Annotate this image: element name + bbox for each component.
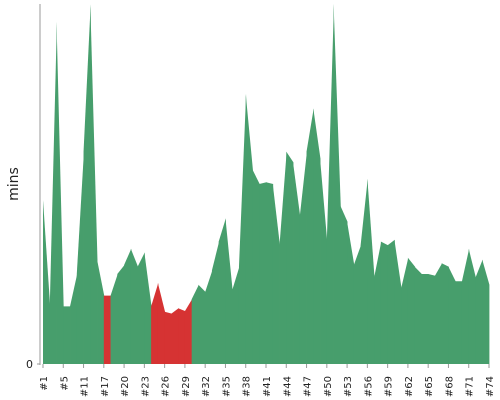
area-segment: [272, 184, 280, 364]
area-segment: [97, 259, 105, 364]
x-tick-label: #11: [80, 376, 91, 397]
area-segment: [394, 239, 402, 364]
area-segment: [151, 283, 159, 364]
x-tick-label: #20: [120, 376, 131, 397]
area-segment: [205, 270, 213, 364]
area-segment: [266, 182, 274, 364]
area-segment: [455, 281, 463, 364]
area-segment: [225, 218, 233, 364]
area-segment: [245, 94, 253, 364]
area-segment: [184, 299, 193, 364]
x-tick-label: #56: [363, 376, 374, 397]
x-tick-label: #5: [59, 376, 70, 391]
area-segment: [374, 241, 382, 364]
area-segment: [191, 284, 199, 364]
x-tick-label: #26: [161, 376, 172, 397]
area-segment: [313, 108, 321, 365]
area-segment: [56, 22, 64, 364]
x-tick-label: #44: [282, 376, 293, 397]
area-segment: [441, 263, 449, 364]
x-tick-label: #74: [485, 376, 496, 397]
area-segment: [164, 311, 172, 364]
area-segment: [279, 151, 287, 364]
area-segment: [259, 182, 267, 364]
x-tick-label: #71: [465, 376, 476, 397]
x-tick-label: #41: [262, 376, 273, 397]
area-segment: [421, 274, 429, 364]
area-segment: [475, 259, 483, 364]
area-segment: [83, 4, 91, 364]
area-segment: [178, 308, 186, 364]
area-segment: [218, 218, 226, 364]
area-segment: [157, 283, 166, 364]
area-segment: [171, 308, 179, 364]
x-tick-label: #65: [424, 376, 435, 397]
area-segment: [360, 178, 368, 364]
area-segment: [353, 245, 362, 364]
area-segment: [347, 221, 355, 364]
area-segment: [63, 306, 71, 364]
area-segment: [144, 252, 152, 364]
area-segment: [238, 94, 247, 364]
x-tick-label: #47: [303, 376, 314, 397]
area-segment: [326, 4, 334, 364]
area-segment: [49, 22, 57, 364]
area-segment: [320, 158, 328, 364]
x-tick-label: #23: [140, 376, 151, 397]
area-segment: [414, 266, 422, 364]
area-segment: [198, 284, 206, 364]
y-axis-label: mins: [6, 167, 22, 201]
area-segment: [380, 241, 389, 364]
area-segment: [340, 205, 348, 364]
x-tick-label: #29: [181, 376, 192, 397]
area-segment: [70, 274, 78, 364]
area-segment: [299, 151, 307, 364]
area-segment: [428, 274, 436, 364]
x-tick-label: #17: [100, 376, 111, 397]
area-segment: [117, 265, 125, 364]
x-tick-label: #38: [242, 376, 253, 397]
area-segment: [137, 252, 145, 364]
area-segment: [211, 241, 220, 364]
y-tick-label: 0: [26, 358, 33, 371]
area-segment: [468, 248, 476, 364]
area-segment: [130, 248, 139, 364]
area-segment: [482, 259, 490, 364]
area-segment: [252, 169, 260, 364]
x-tick-label: #35: [221, 376, 232, 397]
area-segment: [387, 239, 395, 364]
area-segment: [43, 199, 51, 364]
area-segment: [124, 248, 132, 364]
x-tick-label: #32: [201, 376, 212, 397]
x-tick-label: #50: [323, 376, 334, 397]
area-segment: [110, 274, 118, 364]
area-segment: [367, 178, 375, 364]
area-segment: [76, 151, 84, 364]
area-segment: [401, 257, 409, 364]
area-segment: [434, 263, 443, 364]
x-tick-label: #68: [444, 376, 455, 397]
x-tick-label: #62: [404, 376, 415, 397]
x-tick-label: #1: [39, 376, 50, 391]
area-segment: [293, 162, 301, 364]
area-segment: [306, 108, 314, 365]
area-segment: [333, 4, 341, 364]
area-segment: [407, 257, 416, 364]
area-segment: [448, 266, 456, 364]
x-tick-label: #59: [384, 376, 395, 397]
x-tick-label: #53: [343, 376, 354, 397]
area-segment: [286, 151, 294, 364]
area-segment: [232, 266, 240, 364]
area-segment: [103, 295, 111, 364]
area-segment: [461, 248, 470, 364]
area-segment: [90, 4, 98, 364]
